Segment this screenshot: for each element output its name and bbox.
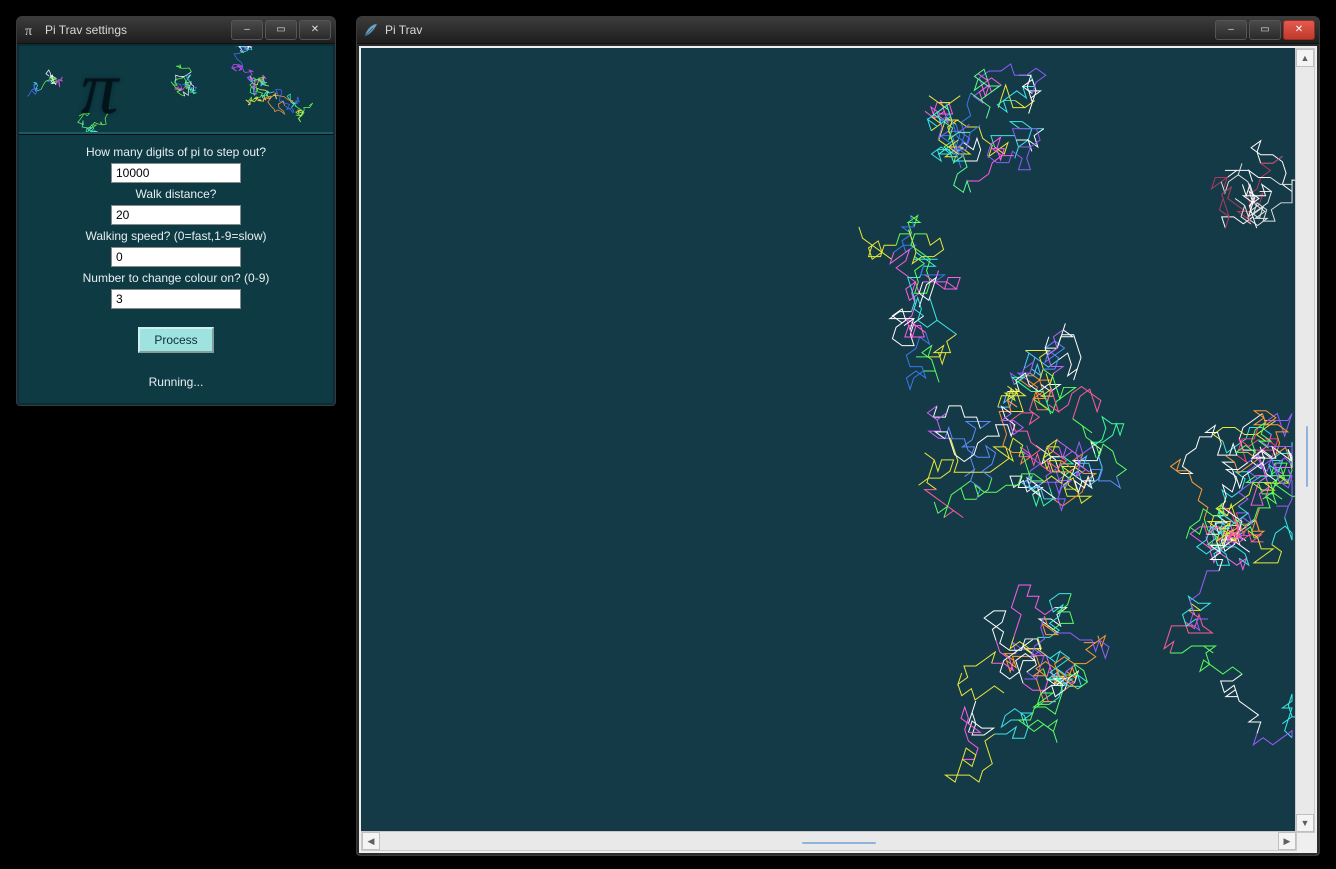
settings-window-controls: – ▭ ✕ [231,20,331,40]
walk-label: Walk distance? [136,187,217,201]
scroll-down-button[interactable]: ▼ [1296,814,1314,832]
status-text: Running... [149,375,204,389]
settings-body: π How many digits of pi to step out? Wal… [17,44,335,405]
settings-window: π Pi Trav settings – ▭ ✕ π How many digi… [16,16,336,406]
colour-input[interactable] [111,289,241,309]
walk-input[interactable] [111,205,241,225]
canvas-window-controls: – ▭ ✕ [1215,20,1315,40]
maximize-button[interactable]: ▭ [1249,20,1281,40]
minimize-button[interactable]: – [231,20,263,40]
walk-visualization [361,48,1297,833]
scroll-up-button[interactable]: ▲ [1296,49,1314,67]
speed-label: Walking speed? (0=fast,1-9=slow) [86,229,267,243]
feather-icon [363,22,379,38]
canvas-title: Pi Trav [385,23,1215,37]
settings-titlebar[interactable]: π Pi Trav settings – ▭ ✕ [17,17,335,44]
canvas-window: Pi Trav – ▭ ✕ ▲ ▼ ◀ ▶ [356,16,1320,856]
colour-label: Number to change colour on? (0-9) [83,271,270,285]
hscroll-thumb[interactable] [802,842,876,844]
scroll-right-button[interactable]: ▶ [1278,832,1296,850]
settings-title: Pi Trav settings [45,23,231,37]
close-button[interactable]: ✕ [1283,20,1315,40]
settings-form: How many digits of pi to step out? Walk … [19,135,333,395]
vscroll-thumb[interactable] [1306,426,1308,488]
close-button[interactable]: ✕ [299,20,331,40]
scroll-left-button[interactable]: ◀ [362,832,380,850]
canvas-area [361,48,1297,833]
minimize-button[interactable]: – [1215,20,1247,40]
speed-input[interactable] [111,247,241,267]
digits-label: How many digits of pi to step out? [86,145,266,159]
digits-input[interactable] [111,163,241,183]
pi-icon: π [23,22,39,38]
horizontal-scrollbar[interactable]: ◀ ▶ [361,831,1297,851]
pi-symbol: π [81,52,118,126]
vertical-scrollbar[interactable]: ▲ ▼ [1295,48,1315,833]
canvas-body: ▲ ▼ ◀ ▶ [357,44,1319,855]
banner-scribble [19,46,333,132]
maximize-button[interactable]: ▭ [265,20,297,40]
process-button[interactable]: Process [138,327,213,353]
canvas-titlebar[interactable]: Pi Trav – ▭ ✕ [357,17,1319,44]
svg-text:π: π [25,24,32,38]
settings-banner: π [19,46,333,135]
